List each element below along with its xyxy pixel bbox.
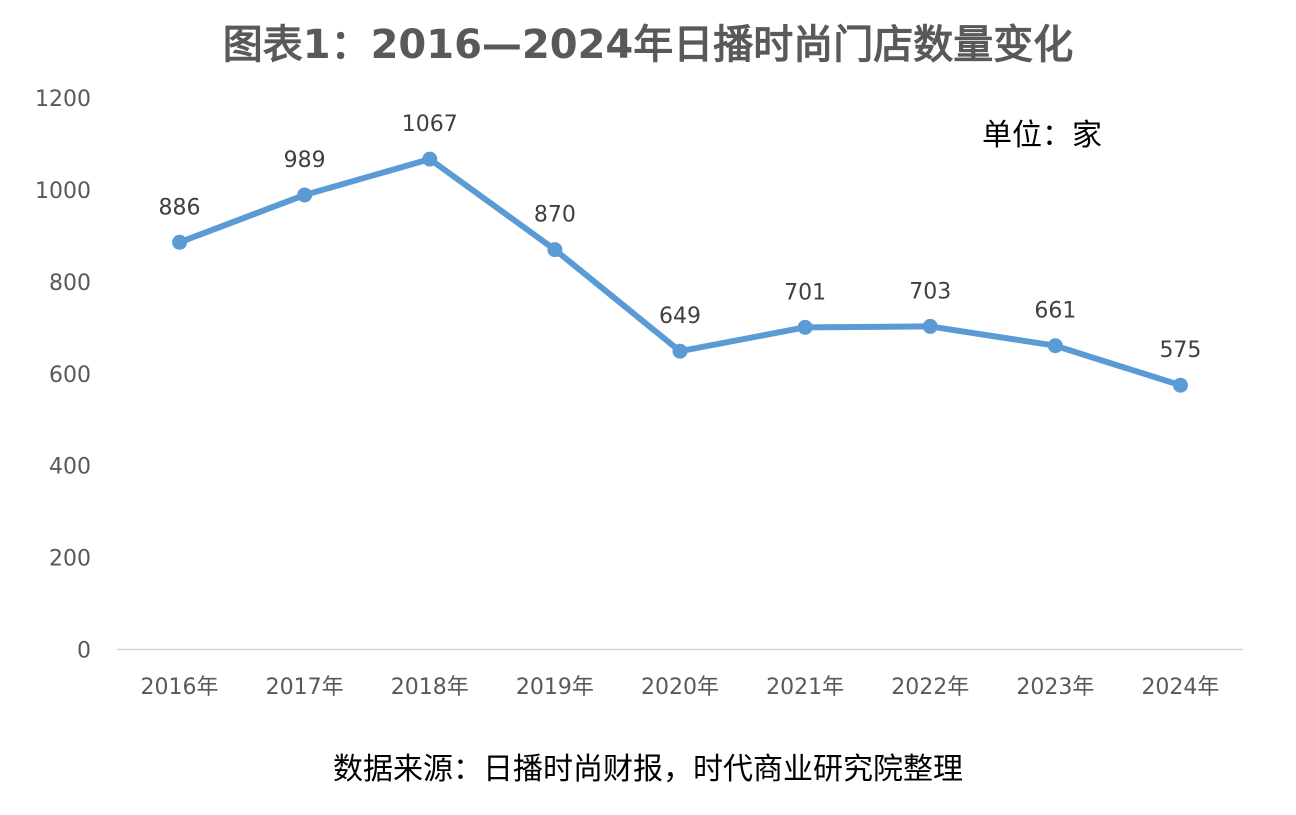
data-label: 886: [159, 195, 201, 220]
y-axis-ticks: 0 200 400 600 800 1000 1200: [35, 87, 91, 664]
data-label: 1067: [402, 112, 458, 137]
data-points: [172, 151, 1188, 393]
data-label: 989: [284, 148, 326, 173]
x-axis-ticks: 2016年 2017年 2018年 2019年 2020年 2021年 2022年 2023年…: [141, 675, 1220, 700]
y-tick-label: 200: [49, 547, 91, 572]
data-label: 661: [1034, 299, 1076, 324]
x-tick-label: 2022年: [891, 675, 969, 700]
y-tick-label: 0: [77, 639, 91, 664]
data-point: [1047, 338, 1063, 354]
data-point: [922, 318, 938, 334]
y-tick-label: 400: [49, 455, 91, 480]
data-point: [297, 187, 313, 203]
x-tick-label: 2018年: [391, 675, 469, 700]
data-labels: 886 989 1067 870 649 701 703 661 575: [159, 112, 1202, 363]
y-tick-label: 600: [49, 363, 91, 388]
data-point: [547, 242, 563, 258]
x-tick-label: 2016年: [141, 675, 219, 700]
data-label: 870: [534, 203, 576, 228]
x-tick-label: 2024年: [1141, 675, 1219, 700]
y-tick-label: 1000: [35, 179, 91, 204]
data-label: 575: [1159, 338, 1201, 363]
unit-label: 单位：家: [982, 118, 1102, 153]
data-label: 703: [909, 279, 951, 304]
y-tick-label: 800: [49, 271, 91, 296]
data-label: 701: [784, 280, 826, 305]
data-label: 649: [659, 304, 701, 329]
x-tick-label: 2017年: [266, 675, 344, 700]
x-tick-label: 2023年: [1016, 675, 1094, 700]
chart-title: 图表1：2016—2024年日播时尚门店数量变化: [222, 22, 1074, 68]
data-point: [1172, 377, 1188, 393]
x-tick-label: 2020年: [641, 675, 719, 700]
data-point: [797, 319, 813, 335]
y-tick-label: 1200: [35, 87, 91, 112]
x-tick-label: 2019年: [516, 675, 594, 700]
data-point: [672, 343, 688, 359]
x-tick-label: 2021年: [766, 675, 844, 700]
data-point: [172, 234, 188, 250]
source-note: 数据来源：日播时尚财报，时代商业研究院整理: [333, 752, 963, 787]
data-point: [422, 151, 438, 167]
